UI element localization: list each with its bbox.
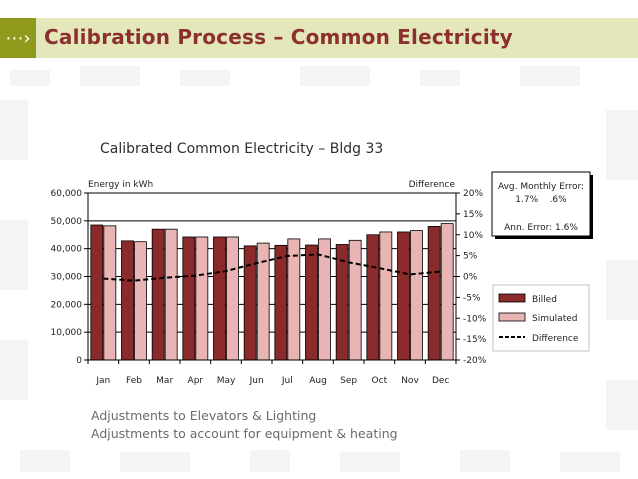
bar-simulated-may [226,236,239,361]
page-title: Calibration Process – Common Electricity [44,25,513,49]
y2-tick-label: 15% [463,210,483,220]
y2-tick-label: -15% [463,335,487,345]
bar-billed-mar [151,228,165,361]
chart-title: Calibrated Common Electricity – Bldg 33 [100,141,384,157]
legend-swatch-billed [498,293,526,303]
bar-simulated-nov [410,230,423,361]
y-tick-label: 0 [76,356,82,366]
y2-tick-label: -10% [463,314,487,324]
x-tick-label-apr: Apr [188,376,204,386]
bar-simulated-jul [287,238,301,361]
bar-billed-aug [305,244,318,361]
x-tick-label-aug: Aug [309,376,327,386]
y2-tick-label: -20% [463,356,487,366]
chart-legend: Billed Simulated Difference [492,284,590,352]
x-tick-label-jul: Jul [281,376,293,386]
annotation-title: Avg. Monthly Error: [498,182,584,192]
error-annotation-box: Avg. Monthly Error: 1.7% .6% Ann. Error:… [491,171,593,239]
y-tick-label: 60,000 [51,189,83,199]
x-tick-label-nov: Nov [401,376,419,386]
y2-axis-label: Difference [409,180,456,190]
x-tick-label-jun: Jun [249,376,264,386]
note-elevators-lighting: Adjustments to Elevators & Lighting [91,408,317,423]
y2-tick-label: -5% [463,293,481,303]
x-tick-label-may: May [217,376,236,386]
bar-billed-feb [121,240,134,361]
header-band [0,18,638,58]
bar-billed-may [213,236,226,361]
y-axis-label: Energy in kWh [88,180,153,190]
dotted-arrow-right-icon: ⋯› [0,18,36,58]
bar-billed-dec [427,225,441,361]
x-tick-label-sep: Sep [340,376,357,386]
x-tick-label-oct: Oct [372,376,388,386]
legend-label-simulated: Simulated [532,314,577,324]
difference-line [103,253,441,282]
y2-tick-label: 5% [463,252,478,262]
annotation-values: 1.7% .6% [515,195,567,205]
y-tick-label: 30,000 [51,273,83,283]
bar-billed-apr [182,236,196,361]
y2-tick-label: 20% [463,189,483,199]
notes: Adjustments to Elevators & Lighting Adju… [91,407,398,443]
x-tick-label-jan: Jan [95,376,110,386]
x-tick-label-feb: Feb [126,376,142,386]
y-tick-label: 50,000 [51,217,83,227]
x-tick-label-dec: Dec [432,376,449,386]
bar-billed-sep [335,244,349,361]
annotation-annual: Ann. Error: 1.6% [504,223,578,233]
legend-label-difference: Difference [532,334,579,344]
legend-swatch-simulated [498,312,526,322]
y-tick-label: 40,000 [51,245,83,255]
bar-billed-jan [90,224,104,361]
bar-simulated-apr [195,236,209,361]
x-tick-label-mar: Mar [156,376,173,386]
bar-simulated-mar [164,228,178,361]
bar-simulated-oct [379,231,393,361]
note-equipment-heating: Adjustments to account for equipment & h… [91,426,398,441]
bar-billed-jul [274,244,288,361]
bar-simulated-sep [348,239,362,361]
bar-billed-oct [366,234,380,361]
bar-simulated-dec [440,223,454,361]
bar-billed-nov [397,231,410,361]
y2-tick-label: 10% [463,231,483,241]
y-tick-label: 20,000 [51,300,83,310]
y2-tick-label: 0% [463,273,478,283]
bar-simulated-feb [134,241,147,361]
bar-simulated-jan [103,225,117,361]
y-tick-label: 10,000 [51,328,83,338]
legend-label-billed: Billed [532,295,557,305]
